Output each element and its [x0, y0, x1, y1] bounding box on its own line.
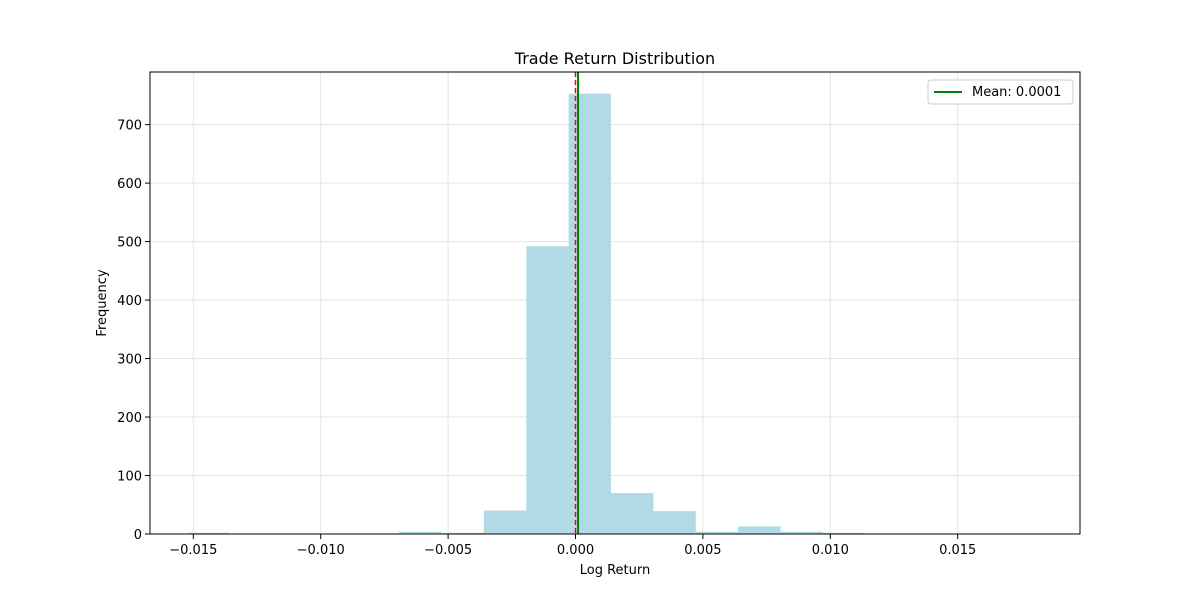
y-tick-label: 200	[117, 411, 142, 426]
y-tick-label: 600	[117, 177, 142, 192]
histogram-bar	[483, 510, 527, 534]
histogram-bar	[653, 511, 696, 534]
reference-lines	[574, 72, 580, 534]
y-tick-label: 700	[117, 119, 142, 134]
histogram-bar	[822, 532, 866, 534]
y-axis-title: Frequency	[95, 269, 110, 336]
x-tick-label: −0.015	[169, 543, 217, 558]
y-tick-label: 0	[134, 528, 142, 543]
chart-title: Trade Return Distribution	[514, 49, 715, 68]
y-tick-label: 400	[117, 294, 142, 309]
histogram-bar	[738, 526, 781, 534]
histogram-bar	[187, 532, 230, 534]
x-tick-label: −0.010	[297, 543, 345, 558]
x-tick-label: 0.000	[557, 543, 594, 558]
x-axis-title: Log Return	[580, 563, 651, 578]
histogram-bar	[526, 246, 569, 534]
legend: Mean: 0.0001	[927, 79, 1074, 105]
x-tick-label: 0.010	[812, 543, 849, 558]
histogram-bar	[610, 493, 654, 534]
histogram-bar	[441, 532, 484, 534]
legend-box	[927, 79, 1074, 105]
plot-frame	[149, 71, 1081, 535]
histogram-bar	[780, 531, 823, 534]
y-tick-label: 500	[117, 236, 142, 251]
x-tick-label: −0.005	[424, 543, 472, 558]
histogram-bar	[695, 531, 739, 534]
y-tick-label: 100	[117, 470, 142, 485]
x-tick-label: 0.005	[684, 543, 721, 558]
axis-ticks: −0.015 −0.010 −0.005 0.000 0.005 0.010 0.015 0 1…	[117, 119, 976, 558]
histogram-bar	[399, 531, 442, 534]
x-tick-label: 0.015	[939, 543, 976, 558]
y-tick-label: 300	[117, 353, 142, 368]
legend-mean-label: Mean: 0.0001	[972, 85, 1061, 100]
